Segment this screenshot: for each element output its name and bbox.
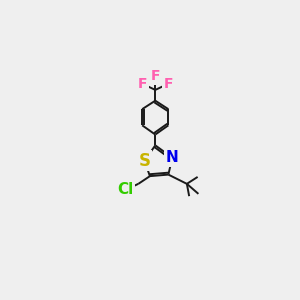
Text: Cl: Cl bbox=[117, 182, 134, 197]
Text: F: F bbox=[137, 77, 147, 91]
Text: F: F bbox=[151, 69, 160, 83]
Text: F: F bbox=[164, 77, 173, 91]
Text: S: S bbox=[139, 152, 151, 170]
Text: N: N bbox=[166, 150, 178, 165]
